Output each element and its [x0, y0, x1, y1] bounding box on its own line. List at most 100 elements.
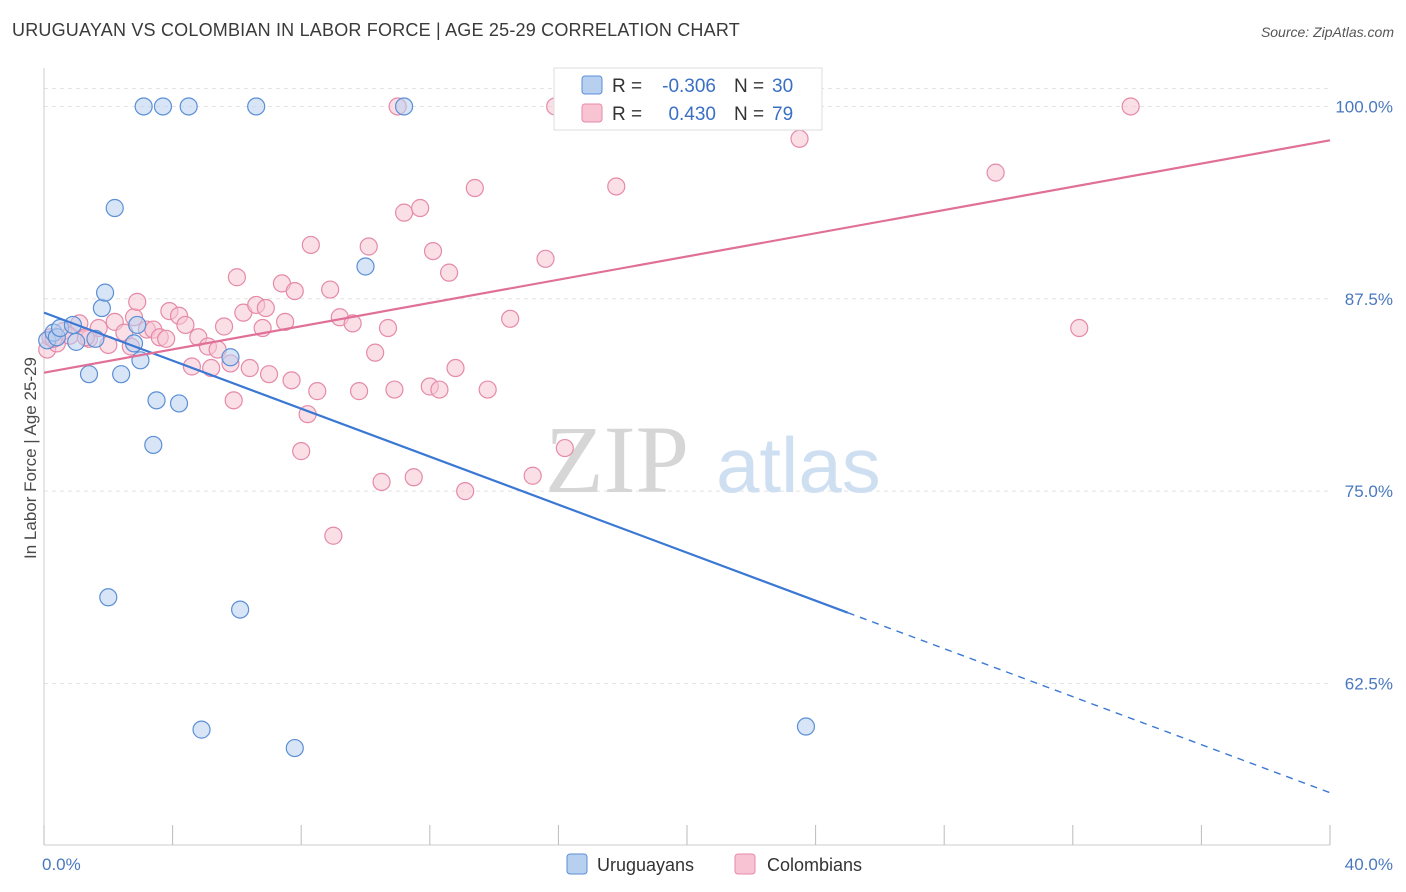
colombians-point-54	[404, 468, 423, 487]
series-uruguayans	[38, 97, 816, 758]
x-tick-label-0: 0.0%	[42, 855, 81, 874]
stat-r-label-colombians: R =	[612, 104, 642, 125]
y-axis-label: In Labor Force | Age 25-29	[21, 357, 40, 559]
uruguayans-point-18	[147, 391, 166, 410]
colombians-point-61	[456, 482, 475, 501]
uruguayans-point-5	[67, 332, 86, 351]
colombians-point-71	[790, 129, 809, 148]
colombians-point-37	[285, 281, 304, 301]
axes	[43, 68, 1331, 846]
uruguayans-point-27	[356, 257, 375, 276]
uruguayans-point-9	[95, 283, 115, 302]
colombians-point-20	[182, 357, 201, 376]
colombians-point-40	[301, 235, 320, 255]
source-label: Source: ZipAtlas.com	[1260, 24, 1394, 40]
legend-swatch-uruguayans	[581, 75, 603, 95]
colombians-point-45	[343, 314, 362, 333]
y-tick-label-3: 100.0%	[1335, 97, 1393, 116]
watermark: ZIP atlas	[545, 406, 881, 513]
colombians-point-69	[607, 177, 626, 196]
colombians-point-46	[349, 382, 369, 401]
colombians-point-58	[430, 380, 449, 399]
colombians-point-35	[276, 312, 295, 331]
stat-n-label-uruguayans: N =	[734, 76, 764, 97]
colombians-point-23	[202, 358, 221, 378]
colombians-point-62	[465, 178, 484, 198]
uruguayans-point-26	[285, 738, 304, 758]
watermark-atlas: atlas	[716, 421, 881, 509]
stat-n-value-uruguayans: 30	[772, 76, 793, 97]
colombians-point-27	[224, 391, 243, 410]
colombians-point-50	[378, 318, 398, 338]
colombians-point-53	[394, 203, 414, 222]
colombians-point-51	[385, 380, 404, 399]
colombians-point-55	[411, 198, 430, 218]
uruguayans-point-10	[99, 588, 118, 607]
stats-legend: R = -0.306 N = 30 R = 0.430 N = 79	[553, 67, 823, 131]
uruguayans-point-12	[112, 365, 131, 384]
uruguayans-point-22	[192, 720, 211, 739]
colombians-point-42	[321, 280, 340, 299]
trend-line-uruguayans-extension	[847, 612, 1331, 794]
legend-swatch-colombians	[581, 103, 603, 123]
grid-lines	[44, 87, 1330, 684]
uruguayans-point-6	[79, 365, 99, 384]
colombians-point-72	[986, 163, 1005, 182]
trend-line-uruguayans	[43, 311, 849, 614]
x-tick-label-1: 40.0%	[1345, 855, 1393, 874]
uruguayans-point-25	[247, 97, 266, 116]
uruguayans-point-19	[153, 97, 173, 116]
colombians-point-49	[372, 472, 391, 491]
y-tick-label-1: 75.0%	[1345, 482, 1393, 501]
colombians-point-73	[1070, 318, 1089, 338]
colombians-point-16	[157, 329, 176, 348]
stat-n-value-colombians: 79	[772, 104, 793, 125]
colombians-point-28	[227, 268, 246, 287]
colombians-point-74	[1121, 97, 1140, 116]
trend-lines	[43, 139, 1331, 794]
colombians-point-66	[536, 249, 555, 268]
colombians-point-63	[478, 380, 497, 399]
stat-r-label-uruguayans: R =	[612, 76, 642, 97]
watermark-zip: ZIP	[545, 406, 689, 513]
uruguayans-point-29	[796, 717, 816, 736]
stat-n-label-colombians: N =	[734, 104, 764, 125]
colombians-point-78	[256, 298, 275, 318]
colombians-point-38	[292, 442, 311, 461]
stat-r-value-colombians: 0.430	[668, 104, 716, 125]
chart-title: URUGUAYAN VS COLOMBIAN IN LABOR FORCE | …	[12, 20, 740, 40]
y-tick-label-2: 87.5%	[1345, 290, 1393, 309]
colombians-point-68	[555, 438, 574, 458]
colombians-point-12	[128, 292, 147, 311]
colombians-point-25	[214, 317, 234, 336]
colombians-point-65	[523, 466, 542, 485]
colombians-point-41	[308, 382, 327, 401]
colombians-point-59	[439, 263, 459, 282]
uruguayans-point-14	[128, 315, 147, 335]
legend-swatch-bottom-uruguayans	[566, 853, 588, 875]
uruguayans-point-24	[231, 600, 250, 619]
uruguayans-point-21	[179, 97, 198, 116]
colombians-point-33	[259, 365, 279, 384]
colombians-point-48	[366, 343, 385, 362]
colombians-point-30	[240, 358, 259, 378]
uruguayans-point-20	[169, 394, 189, 413]
uruguayans-point-16	[134, 97, 153, 116]
y-tick-label-0: 62.5%	[1345, 674, 1393, 693]
colombians-point-36	[282, 371, 301, 390]
uruguayans-point-17	[144, 435, 163, 455]
colombians-point-64	[501, 309, 520, 328]
stat-r-value-uruguayans: -0.306	[662, 76, 716, 97]
uruguayans-point-23	[221, 348, 240, 367]
colombians-point-43	[324, 526, 343, 545]
legend-label-colombians: Colombians	[767, 855, 862, 875]
legend-swatch-bottom-colombians	[734, 853, 756, 875]
colombians-point-19	[176, 315, 195, 335]
trend-line-colombians	[43, 139, 1331, 374]
colombians-point-47	[359, 237, 378, 256]
colombians-point-60	[446, 358, 465, 378]
uruguayans-point-8	[92, 298, 111, 318]
uruguayans-point-28	[394, 97, 414, 116]
tick-labels: 62.5% 75.0% 87.5% 100.0% 0.0% 40.0%	[42, 97, 1393, 874]
